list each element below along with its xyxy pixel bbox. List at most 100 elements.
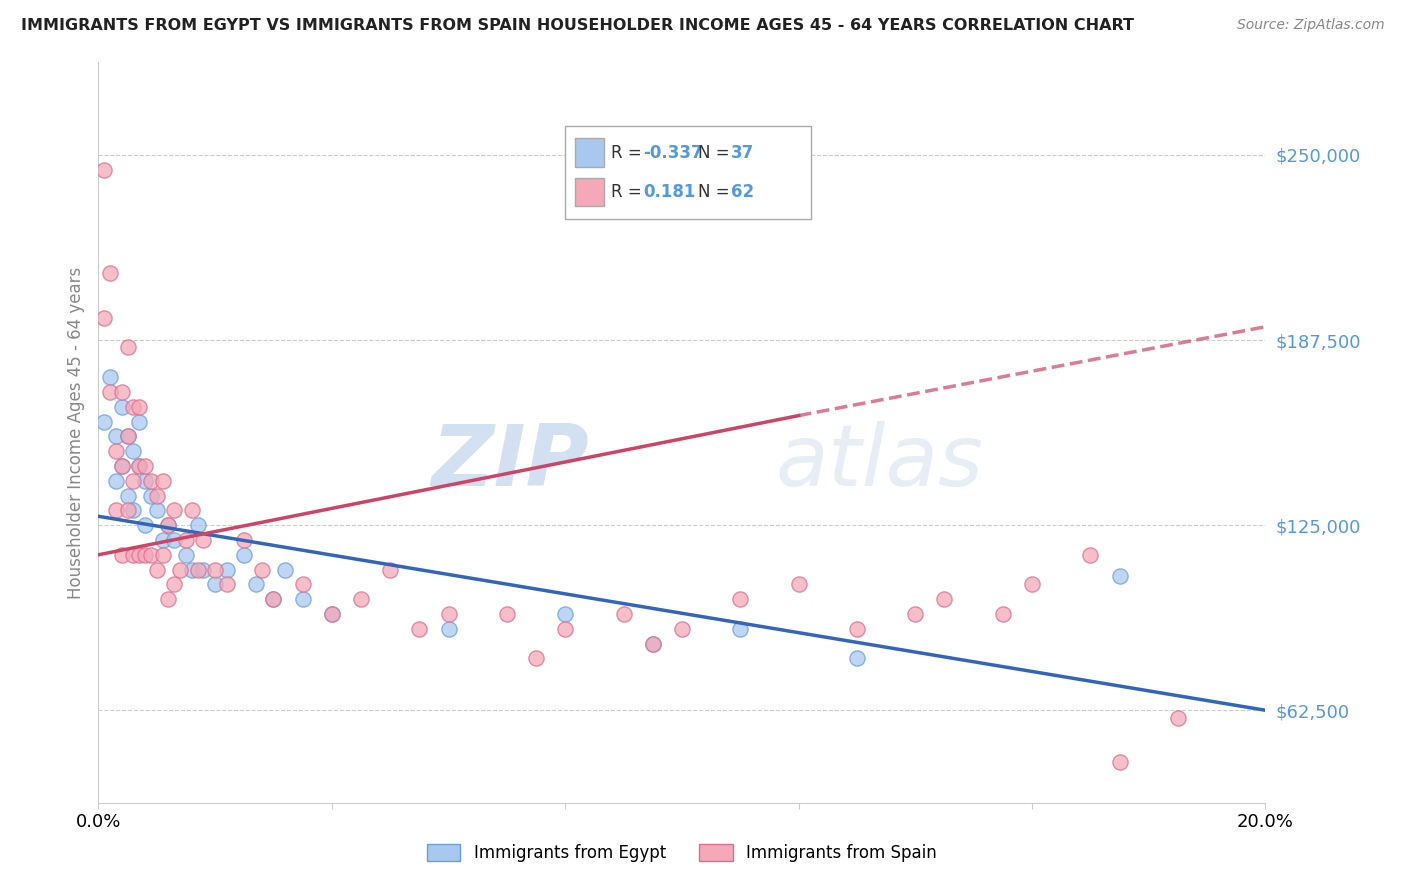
Point [204,563,226,577]
Point [524,651,547,665]
Point [98,267,121,281]
Point [152,533,174,547]
Text: 62: 62 [731,183,754,201]
Point [180,503,202,517]
Point [152,548,174,562]
Point [104,503,127,517]
Point [180,563,202,577]
Point [215,563,238,577]
Text: ZIP: ZIP [430,421,589,504]
Point [554,607,576,621]
Point [146,563,169,577]
Point [117,503,139,517]
Point [111,458,134,473]
Point [215,577,238,591]
Text: Source: ZipAtlas.com: Source: ZipAtlas.com [1237,18,1385,32]
Point [408,622,430,636]
Point [146,489,169,503]
Point [730,592,752,607]
Point [134,548,156,562]
Point [128,458,150,473]
Point [991,607,1014,621]
Point [134,458,156,473]
Point [934,592,956,607]
Point [174,533,197,547]
Text: 0.181: 0.181 [644,183,696,201]
Point [671,622,693,636]
Point [111,548,134,562]
Text: atlas: atlas [775,421,983,504]
Point [245,577,267,591]
Point [134,518,156,533]
Text: N =: N = [699,144,735,161]
Text: N =: N = [699,183,735,201]
Point [104,444,127,458]
Point [117,489,139,503]
Point [262,592,284,607]
Point [122,474,145,488]
Point [321,607,343,621]
Point [163,577,186,591]
Point [98,384,121,399]
Point [233,533,256,547]
Point [93,162,115,177]
Point [128,400,150,414]
Point [104,474,127,488]
Point [321,607,343,621]
Text: -0.337: -0.337 [644,144,703,161]
Point [437,622,460,636]
Point [904,607,927,621]
Point [157,518,180,533]
Point [93,415,115,429]
Text: IMMIGRANTS FROM EGYPT VS IMMIGRANTS FROM SPAIN HOUSEHOLDER INCOME AGES 45 - 64 Y: IMMIGRANTS FROM EGYPT VS IMMIGRANTS FROM… [21,18,1135,33]
Point [187,563,209,577]
Point [233,548,256,562]
Point [1167,711,1189,725]
Point [262,592,284,607]
Point [157,518,180,533]
Point [174,548,197,562]
Point [157,592,180,607]
Point [98,370,121,384]
Point [122,503,145,517]
Y-axis label: Householder Income Ages 45 - 64 years: Householder Income Ages 45 - 64 years [66,267,84,599]
Point [152,474,174,488]
Point [128,458,150,473]
Point [111,384,134,399]
Point [250,563,273,577]
Point [93,310,115,325]
Text: 37: 37 [731,144,754,161]
Point [846,622,869,636]
Point [496,607,519,621]
Legend: Immigrants from Egypt, Immigrants from Spain: Immigrants from Egypt, Immigrants from S… [420,837,943,869]
Point [163,533,186,547]
Point [146,503,169,517]
Point [350,592,373,607]
Point [1108,755,1130,769]
Point [117,341,139,355]
Point [139,489,162,503]
Point [554,622,576,636]
Point [274,563,297,577]
Point [139,474,162,488]
Point [1080,548,1102,562]
Point [128,548,150,562]
Point [612,607,634,621]
Point [122,548,145,562]
Point [104,429,127,443]
Point [117,429,139,443]
Point [163,503,186,517]
Point [111,400,134,414]
Point [204,577,226,591]
Point [187,518,209,533]
Point [846,651,869,665]
Text: R =: R = [612,144,647,161]
Point [641,637,664,651]
Point [1021,577,1043,591]
Point [380,563,402,577]
Point [169,563,191,577]
Point [291,577,314,591]
Point [291,592,314,607]
Point [122,400,145,414]
Point [1108,568,1130,582]
